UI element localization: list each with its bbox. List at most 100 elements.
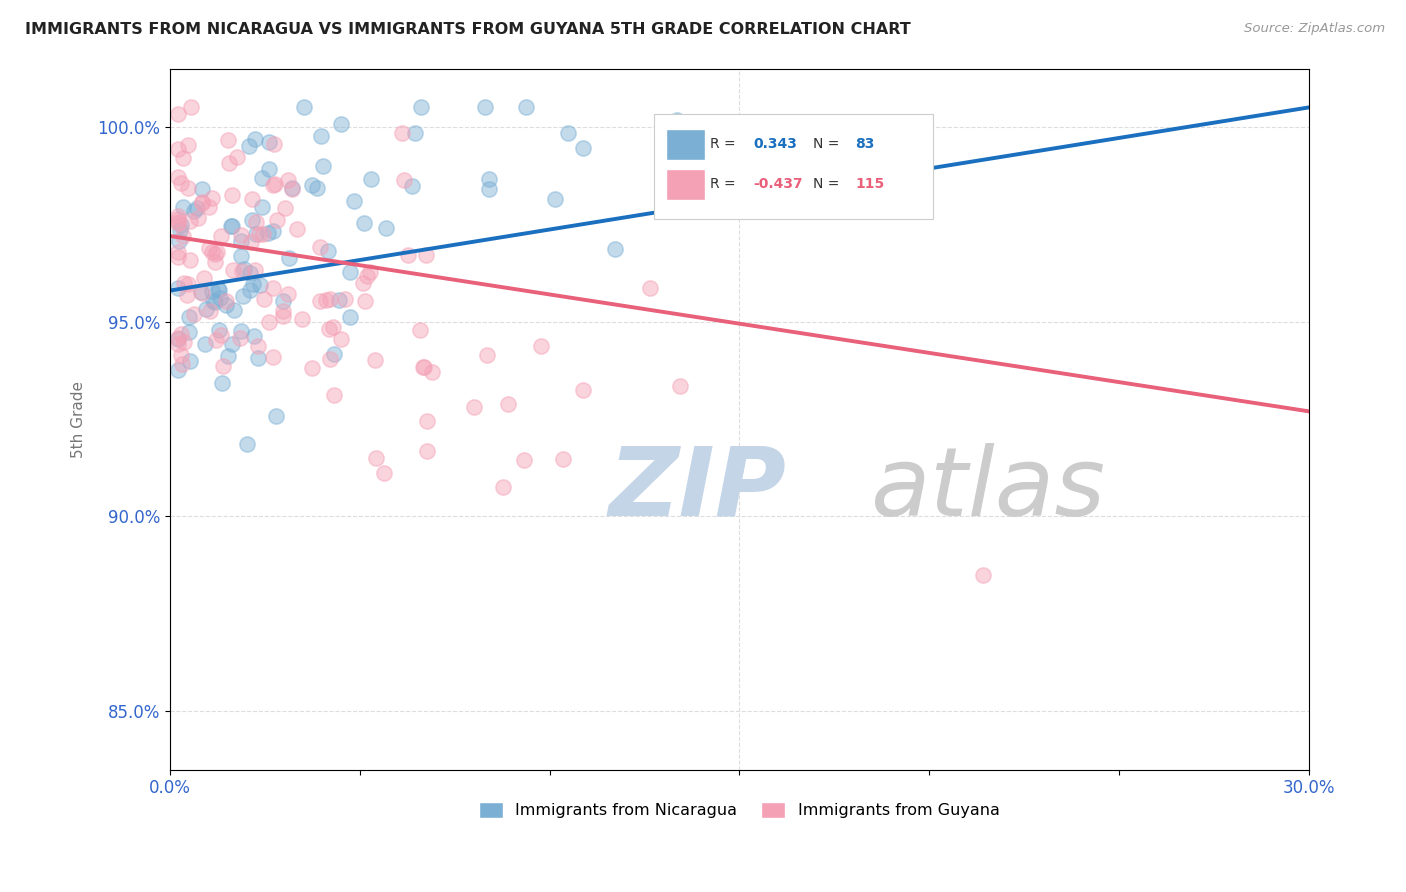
Point <box>364 353 387 368</box>
Point <box>375 220 398 235</box>
Point <box>177 277 200 291</box>
Point <box>309 294 332 309</box>
Point <box>391 126 413 140</box>
Point <box>271 309 294 323</box>
Point <box>315 293 337 308</box>
Point <box>404 126 426 140</box>
Point <box>240 193 263 207</box>
Point <box>170 327 193 342</box>
Point <box>200 303 222 318</box>
Text: Source: ZipAtlas.com: Source: ZipAtlas.com <box>1244 22 1385 36</box>
Point <box>242 277 264 292</box>
Point <box>219 219 242 233</box>
Point <box>201 294 224 309</box>
Point <box>229 227 252 242</box>
Point <box>222 303 245 318</box>
Point <box>183 307 205 321</box>
Point <box>211 376 233 390</box>
Point <box>409 100 432 114</box>
Point <box>257 161 280 176</box>
Point <box>353 215 375 229</box>
Point <box>474 100 496 114</box>
Point <box>356 269 378 284</box>
Point <box>416 443 439 458</box>
Point <box>285 222 308 236</box>
Point <box>252 227 274 242</box>
Point <box>172 152 194 166</box>
Text: atlas: atlas <box>870 442 1105 536</box>
Point <box>311 159 333 173</box>
Point <box>173 334 195 349</box>
Point <box>339 310 361 325</box>
Point <box>229 235 252 249</box>
Point <box>221 337 243 351</box>
Point <box>209 328 232 343</box>
Point <box>166 211 188 226</box>
Point <box>360 172 382 186</box>
Point <box>318 352 340 367</box>
Point <box>217 349 239 363</box>
Point <box>373 467 395 481</box>
Point <box>274 202 297 216</box>
Point <box>243 132 266 146</box>
Point <box>201 191 224 205</box>
Point <box>318 322 340 336</box>
Point <box>330 333 353 347</box>
Legend: Immigrants from Nicaragua, Immigrants from Guyana: Immigrants from Nicaragua, Immigrants fr… <box>472 796 1007 825</box>
Point <box>492 480 515 494</box>
Point <box>572 141 595 155</box>
Point <box>605 242 627 256</box>
Point <box>166 142 188 156</box>
Point <box>197 241 219 255</box>
Point <box>198 200 221 214</box>
Point <box>231 324 253 338</box>
Point <box>209 292 232 306</box>
Point <box>247 339 270 353</box>
Point <box>243 262 266 277</box>
Point <box>263 136 285 151</box>
Point <box>339 265 361 279</box>
Point <box>478 182 501 196</box>
Point <box>177 137 200 152</box>
Point <box>215 294 238 309</box>
Point <box>179 353 201 368</box>
Text: 0.343: 0.343 <box>754 137 797 152</box>
Point <box>208 323 231 337</box>
Point <box>166 332 188 346</box>
Y-axis label: 5th Grade: 5th Grade <box>72 381 86 458</box>
Point <box>215 298 238 312</box>
Point <box>308 240 330 254</box>
Point <box>301 178 323 193</box>
Text: R =: R = <box>710 178 740 191</box>
Point <box>305 181 328 195</box>
Point <box>262 178 284 193</box>
Point <box>172 229 194 244</box>
Point <box>187 211 209 226</box>
Point <box>201 245 224 260</box>
Point <box>239 235 262 249</box>
Text: ZIP: ZIP <box>609 442 786 536</box>
Point <box>264 177 287 191</box>
Point <box>309 128 332 143</box>
Point <box>359 265 381 279</box>
Point <box>166 331 188 345</box>
Point <box>416 414 439 428</box>
Point <box>235 437 257 451</box>
Point <box>194 336 217 351</box>
Point <box>218 155 240 169</box>
Point <box>557 126 579 140</box>
Point <box>401 179 423 194</box>
Point <box>204 255 226 269</box>
Point <box>211 359 233 373</box>
Point <box>228 331 250 345</box>
Point <box>166 363 188 377</box>
Point <box>167 234 190 248</box>
Point <box>231 250 253 264</box>
Point <box>253 292 276 306</box>
FancyBboxPatch shape <box>666 169 706 200</box>
Point <box>209 229 232 244</box>
Point <box>176 288 198 302</box>
Point <box>245 215 267 229</box>
Point <box>353 293 375 308</box>
Point <box>177 325 200 339</box>
